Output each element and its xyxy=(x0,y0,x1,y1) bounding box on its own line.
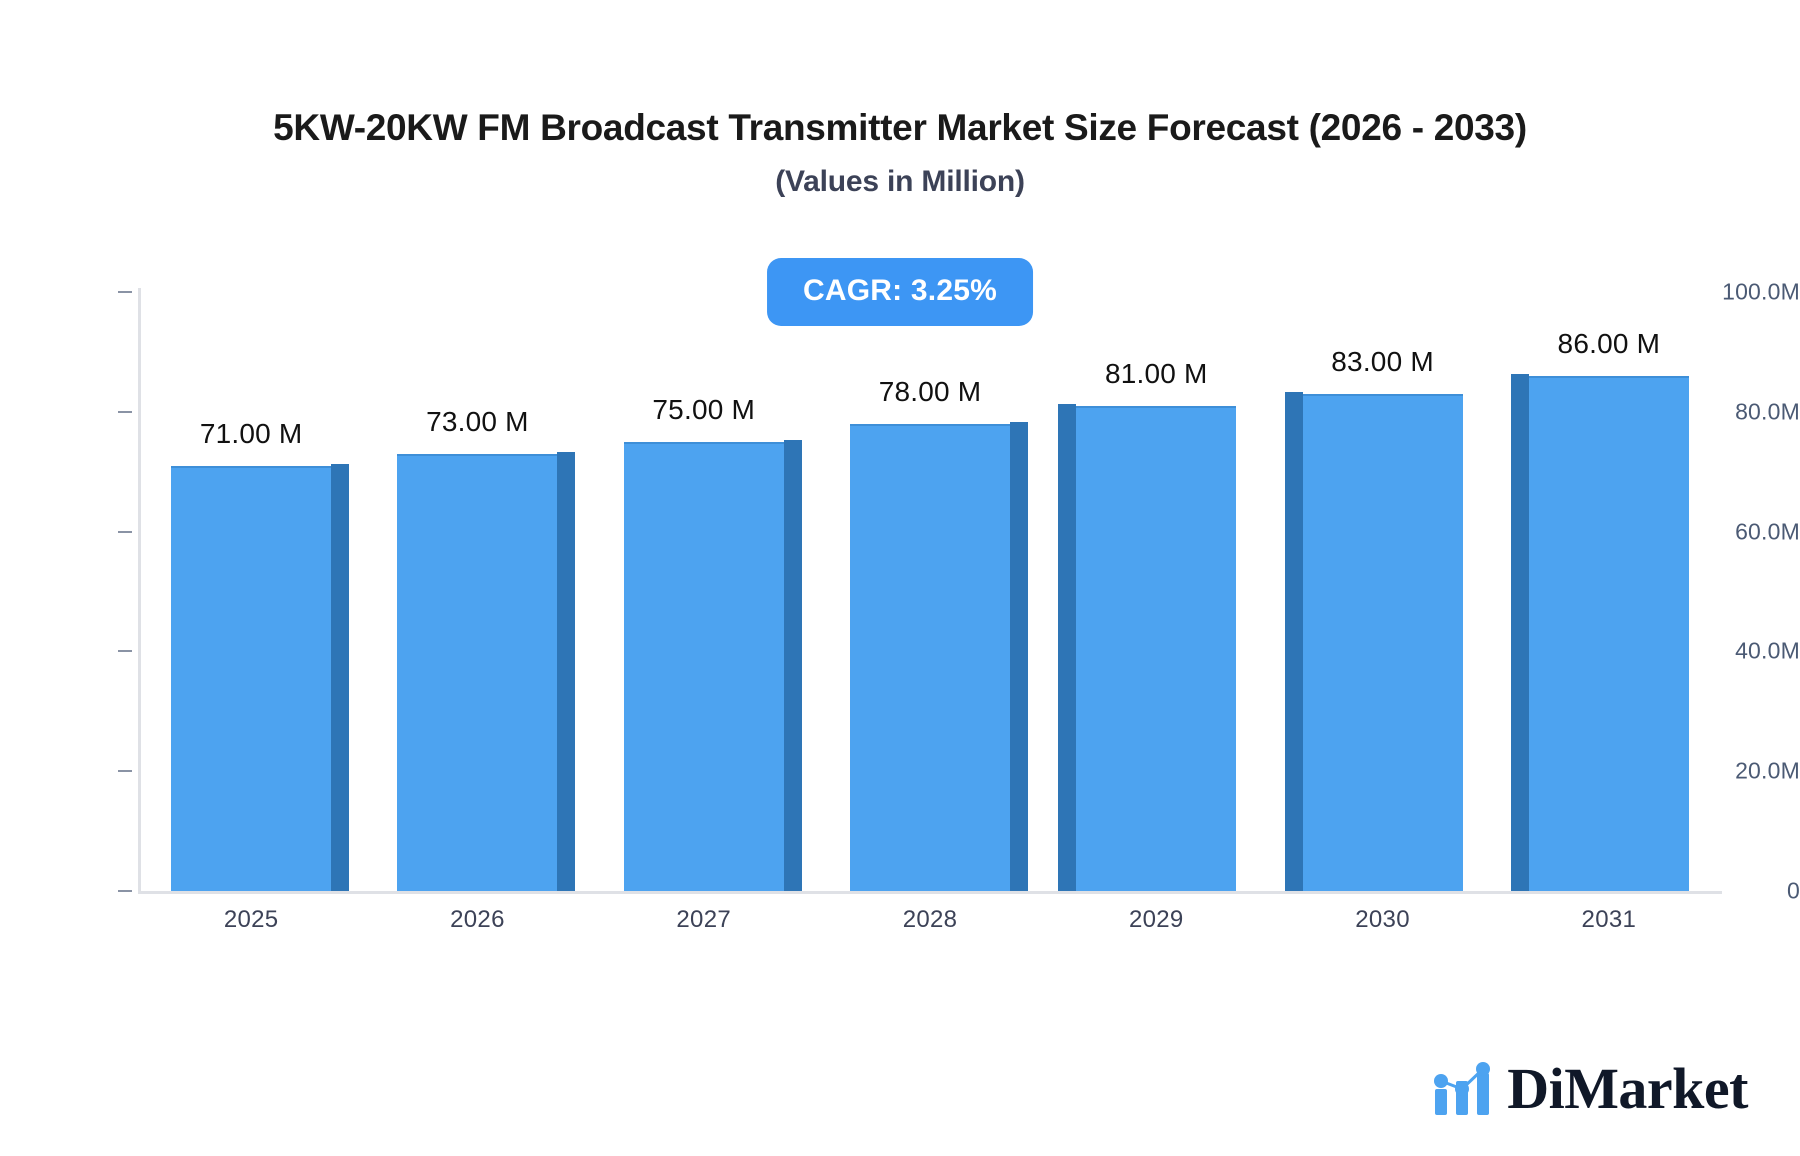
logo-text: DiMarket xyxy=(1507,1056,1748,1121)
y-axis-tick-mark xyxy=(118,530,132,533)
bar-value-label: 78.00 M xyxy=(878,375,982,407)
cagr-badge: CAGR: 3.25% xyxy=(767,258,1033,326)
bar-top-bevel xyxy=(783,439,802,454)
chart-subtitle: (Values in Million) xyxy=(775,164,1025,198)
chart-title: 5KW-20KW FM Broadcast Transmitter Market… xyxy=(273,107,1527,148)
bar-top-bevel xyxy=(1284,391,1303,406)
bar-2027[interactable] xyxy=(623,439,802,891)
bar-2026[interactable] xyxy=(397,451,576,891)
bar-2031[interactable] xyxy=(1510,373,1689,891)
x-axis-tick-label: 2029 xyxy=(1128,906,1184,933)
bar-2029[interactable] xyxy=(1058,403,1237,891)
bar-front-face xyxy=(1528,375,1689,891)
bar-front-face xyxy=(171,465,332,891)
x-axis-line xyxy=(138,891,1722,894)
bar-value-label: 86.00 M xyxy=(1557,327,1661,359)
bar-front-face xyxy=(397,453,558,891)
bar-value-label: 73.00 M xyxy=(426,405,529,437)
bar-side-face xyxy=(1284,405,1303,891)
x-axis-tick-label: 2027 xyxy=(676,906,731,933)
y-axis-tick-label: 40.0M xyxy=(1735,637,1800,664)
y-axis-tick-mark xyxy=(118,410,132,413)
bar-top-bevel xyxy=(1510,373,1529,388)
y-axis-tick-mark xyxy=(118,650,132,653)
bar-front-face xyxy=(1302,393,1463,891)
bar-value-label: 71.00 M xyxy=(199,417,303,449)
x-axis-tick-label: 2030 xyxy=(1355,906,1410,933)
bar-top-bevel xyxy=(1058,403,1077,418)
bar-2028[interactable] xyxy=(850,421,1028,891)
bar-side-face xyxy=(1510,387,1529,891)
y-axis-tick-label: 20.0M xyxy=(1735,757,1800,784)
bar-front-face xyxy=(623,441,784,891)
bar-value-label: 75.00 M xyxy=(652,393,755,425)
bar-top-bevel xyxy=(331,463,350,478)
bar-chart-dots-icon xyxy=(1434,1062,1491,1115)
bar-front-face xyxy=(1076,405,1237,891)
y-axis-tick-mark xyxy=(118,890,132,892)
bar-top-bevel xyxy=(557,451,576,466)
y-axis-tick-label: 60.0M xyxy=(1735,518,1800,545)
y-axis-line xyxy=(138,288,141,894)
chart-header: 5KW-20KW FM Broadcast Transmitter Market… xyxy=(0,107,1800,199)
y-axis-tick-mark xyxy=(118,770,132,773)
bar-side-face xyxy=(331,477,350,891)
bar-side-face xyxy=(557,465,576,891)
bar-2030[interactable] xyxy=(1284,391,1463,891)
x-axis-tick-label: 2028 xyxy=(902,906,958,933)
bar-2025[interactable] xyxy=(171,463,350,891)
x-axis-tick-label: 2025 xyxy=(223,906,279,933)
y-axis-tick-label: 80.0M xyxy=(1735,398,1800,425)
y-axis-tick-label: 0 xyxy=(1787,877,1800,904)
y-axis-tick-mark xyxy=(118,291,132,293)
bar-front-face xyxy=(850,423,1010,891)
y-axis-tick-label: 100.0M xyxy=(1722,278,1800,305)
x-axis-tick-label: 2026 xyxy=(450,906,505,933)
bar-side-face xyxy=(1058,417,1077,891)
x-axis-tick-label: 2031 xyxy=(1581,906,1637,933)
bar-value-label: 81.00 M xyxy=(1104,357,1208,389)
bar-side-face xyxy=(783,453,802,891)
bar-side-face xyxy=(1010,435,1028,891)
bar-value-label: 83.00 M xyxy=(1331,345,1434,377)
dimarket-logo: DiMarket xyxy=(1433,1060,1748,1118)
bar-top-bevel xyxy=(1010,421,1028,436)
